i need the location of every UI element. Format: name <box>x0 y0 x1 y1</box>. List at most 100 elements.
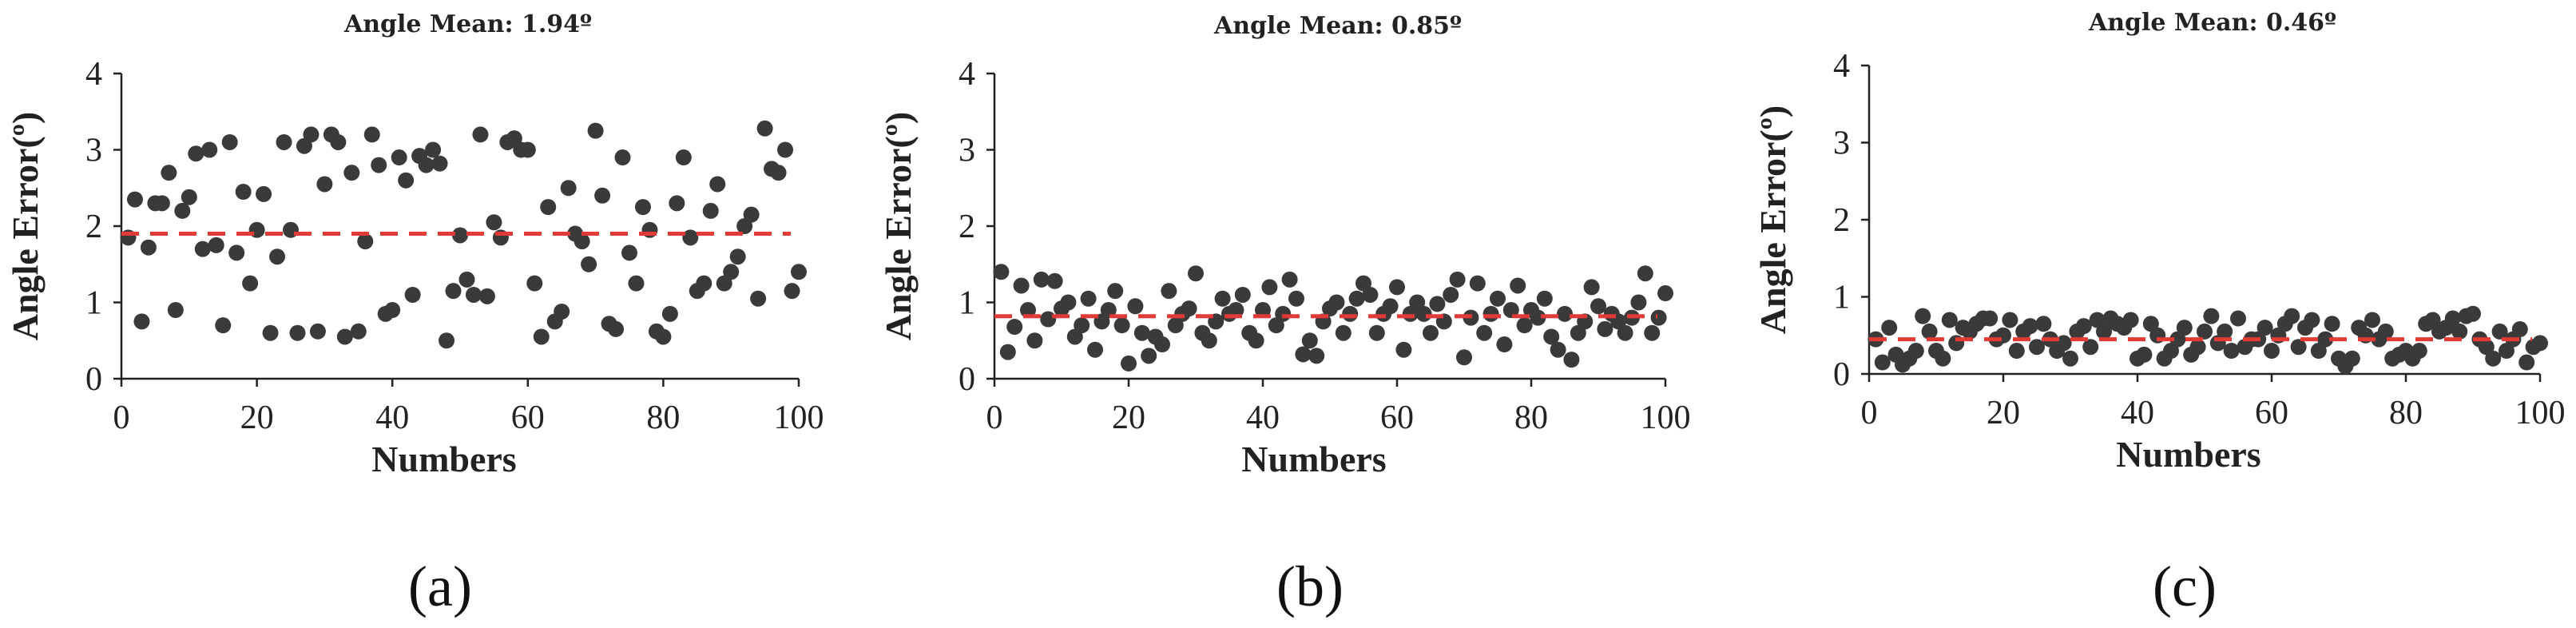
data-point <box>2317 331 2334 348</box>
data-point <box>174 202 191 219</box>
data-point <box>1214 290 1231 307</box>
data-point <box>1637 265 1653 282</box>
data-point <box>777 141 794 158</box>
data-point <box>770 165 787 181</box>
x-tick-label: 80 <box>1514 399 1548 436</box>
y-tick-label: 1 <box>1833 280 1850 316</box>
data-point <box>276 133 292 150</box>
data-point <box>472 126 489 143</box>
data-point <box>1536 290 1553 307</box>
data-point <box>1181 300 1197 317</box>
data-point <box>2217 323 2233 340</box>
data-point <box>1510 277 1526 294</box>
data-point <box>1982 310 1998 327</box>
data-point <box>458 271 475 288</box>
data-point <box>1476 324 1493 341</box>
data-point <box>696 275 712 292</box>
data-point <box>675 149 692 166</box>
data-point <box>1907 343 1924 360</box>
data-point <box>621 244 637 261</box>
x-tick-label: 20 <box>240 399 274 436</box>
y-tick-label: 4 <box>1833 48 1850 85</box>
y-tick-label: 2 <box>85 209 102 245</box>
data-point <box>336 328 353 345</box>
y-axis-label: Angle Error(º) <box>5 112 46 340</box>
data-point <box>1415 305 1432 322</box>
data-point <box>2035 316 2052 332</box>
data-point <box>2310 343 2327 360</box>
data-point <box>2055 335 2072 352</box>
panel-label: (a) <box>408 554 472 618</box>
data-point <box>486 214 502 231</box>
x-axis-label: Numbers <box>2116 434 2260 475</box>
data-point <box>465 286 482 303</box>
data-point <box>2075 318 2092 335</box>
data-point <box>628 275 645 292</box>
data-point <box>560 180 577 197</box>
data-point <box>2189 339 2206 356</box>
data-point <box>2163 343 2179 360</box>
data-point <box>669 195 685 212</box>
data-point <box>303 126 320 143</box>
data-point <box>1630 294 1647 311</box>
x-tick-label: 40 <box>2121 395 2154 431</box>
data-point <box>161 165 177 181</box>
data-point <box>634 199 651 216</box>
data-point <box>1141 348 1157 364</box>
data-point <box>1583 279 1600 296</box>
data-point <box>993 264 1010 280</box>
data-point <box>1121 355 1137 372</box>
x-tick-label: 60 <box>511 399 545 436</box>
data-point <box>1423 324 1439 341</box>
data-point <box>242 275 259 292</box>
data-point <box>2491 323 2508 340</box>
y-tick-label: 2 <box>959 209 975 245</box>
data-point <box>2485 350 2502 367</box>
data-point <box>1874 354 1891 371</box>
y-tick-label: 4 <box>85 56 102 93</box>
data-point <box>1342 305 1359 322</box>
chart-title: Angle Mean: 0.46º <box>2088 9 2336 37</box>
data-point <box>1154 336 1170 353</box>
data-point <box>1543 328 1560 345</box>
x-tick-label: 20 <box>1112 399 1145 436</box>
data-point <box>2230 310 2246 327</box>
data-point <box>1530 309 1546 326</box>
data-point <box>2344 350 2360 367</box>
data-point <box>221 133 238 150</box>
data-point <box>1449 271 1466 288</box>
data-point <box>2096 323 2112 340</box>
data-point <box>554 303 570 320</box>
data-point <box>2122 312 2139 328</box>
data-point <box>1490 290 1506 307</box>
data-point <box>1087 341 1103 358</box>
x-tick-label: 80 <box>2389 395 2423 431</box>
data-point <box>269 248 286 265</box>
data-point <box>2136 346 2153 363</box>
data-point <box>999 344 1016 360</box>
data-point <box>655 328 672 345</box>
data-point <box>1557 305 1573 322</box>
y-tick-label: 3 <box>85 133 102 169</box>
data-point <box>2499 343 2514 360</box>
data-point <box>1650 309 1667 326</box>
data-point <box>2532 335 2548 352</box>
data-point <box>1657 285 1673 302</box>
data-point <box>1040 311 1057 328</box>
data-point <box>729 248 746 265</box>
data-point <box>1597 320 1613 337</box>
data-point <box>1456 349 1472 366</box>
data-point <box>201 141 218 158</box>
data-point <box>574 233 590 250</box>
data-point <box>608 320 625 337</box>
data-point <box>1335 324 1352 341</box>
data-point <box>425 141 442 158</box>
x-tick-label: 40 <box>1246 399 1280 436</box>
data-point <box>2223 343 2240 360</box>
data-point <box>363 126 380 143</box>
data-point <box>431 155 448 172</box>
data-point <box>526 275 543 292</box>
data-point <box>1328 294 1345 311</box>
data-point <box>1288 290 1304 307</box>
data-point <box>194 240 211 257</box>
